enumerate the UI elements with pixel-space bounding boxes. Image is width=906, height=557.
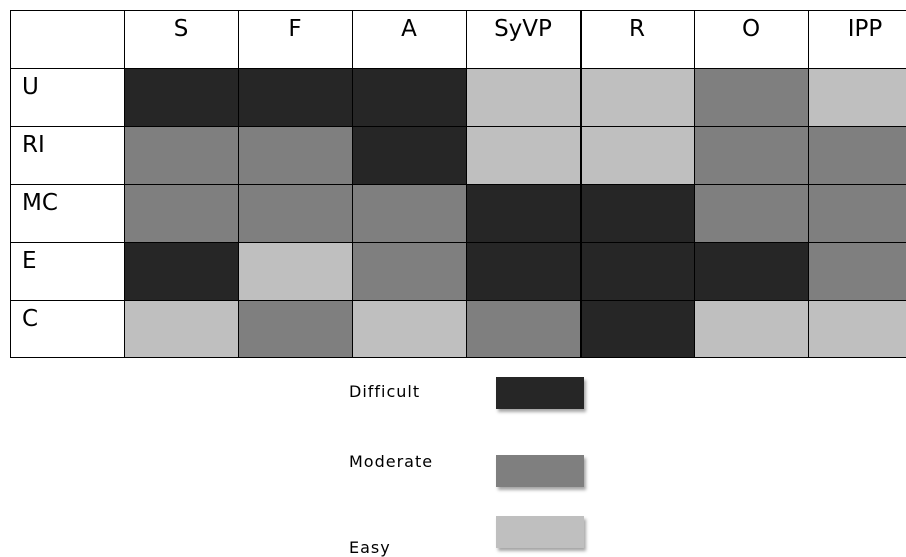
heatmap-cell (466, 242, 580, 300)
heatmap-cell (580, 68, 694, 126)
heatmap-cell (466, 126, 580, 184)
heatmap-cell (694, 300, 808, 358)
heatmap-cell (580, 184, 694, 242)
heatmap-cell (694, 68, 808, 126)
column-header: S (124, 10, 238, 68)
heatmap-cell (124, 300, 238, 358)
legend-label-difficult: Difficult (349, 382, 421, 401)
column-header: IPP (808, 10, 906, 68)
heatmap-cell (808, 184, 906, 242)
corner-cell (10, 10, 124, 68)
heatmap-cell (238, 184, 352, 242)
heatmap-cell (352, 242, 466, 300)
heatmap-cell (808, 68, 906, 126)
grid-line-horizontal (10, 184, 906, 185)
heatmap-cell (466, 68, 580, 126)
heatmap-cell (238, 126, 352, 184)
column-header: R (580, 10, 694, 68)
heatmap-cell (124, 68, 238, 126)
heatmap-cell (238, 300, 352, 358)
grid-line-horizontal (10, 68, 906, 69)
heatmap-cell (238, 242, 352, 300)
grid-line-horizontal (10, 300, 906, 301)
row-header: RI (10, 126, 124, 184)
heatmap-cell (580, 126, 694, 184)
column-header: O (694, 10, 808, 68)
column-header: F (238, 10, 352, 68)
row-header: MC (10, 184, 124, 242)
grid-line-horizontal (10, 10, 906, 11)
heatmap-cell (694, 184, 808, 242)
heatmap-cell (124, 242, 238, 300)
heatmap-cell (124, 184, 238, 242)
heatmap-cell (694, 126, 808, 184)
column-header: A (352, 10, 466, 68)
heatmap-cell (352, 126, 466, 184)
heatmap-cell (352, 300, 466, 358)
heatmap-cell (580, 242, 694, 300)
grid-line-horizontal (10, 242, 906, 243)
column-header: SyVP (466, 10, 580, 68)
heatmap-cell (580, 300, 694, 358)
legend-swatch-moderate (496, 455, 584, 487)
heatmap-cell (808, 126, 906, 184)
legend-swatch-difficult (496, 377, 584, 409)
grid-line-horizontal (10, 357, 906, 358)
heatmap-cell (808, 242, 906, 300)
legend-swatch-easy (496, 516, 584, 548)
heatmap-cell (466, 300, 580, 358)
heatmap-cell (808, 300, 906, 358)
row-header: C (10, 300, 124, 358)
row-header: U (10, 68, 124, 126)
legend-label-moderate: Moderate (349, 452, 434, 471)
heatmap-cell (352, 184, 466, 242)
row-header: E (10, 242, 124, 300)
heatmap-cell (124, 126, 238, 184)
heatmap-cell (466, 184, 580, 242)
grid-line-horizontal (10, 126, 906, 127)
legend-label-easy: Easy (349, 538, 391, 557)
heatmap-cell (352, 68, 466, 126)
heatmap-cell (238, 68, 352, 126)
heatmap-cell (694, 242, 808, 300)
